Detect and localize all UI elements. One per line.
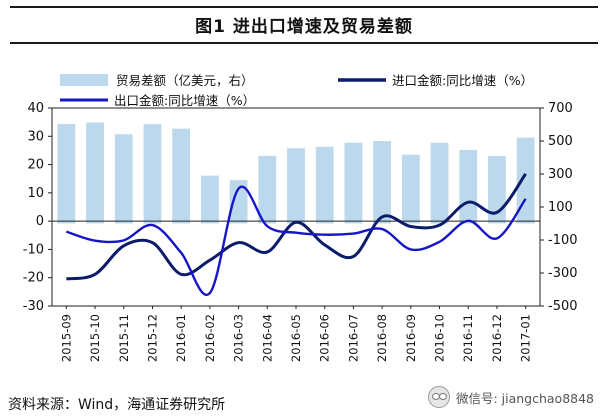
trade-balance-bar: [258, 155, 277, 224]
trade-balance-bar: [430, 142, 449, 224]
trade-balance-bar: [459, 149, 478, 224]
export-growth-line: [65, 185, 527, 297]
trade-balance-bar: [172, 128, 191, 224]
x-axis-tick-label: 2016-05: [289, 314, 303, 362]
trade-balance-bar: [287, 148, 305, 224]
trade-balance-bar: [143, 124, 162, 224]
trade-balance-bar: [344, 142, 363, 224]
wechat-icon: [427, 386, 450, 408]
x-axis-tick-label: 2015-12: [145, 314, 159, 362]
trade-balance-bar: [114, 134, 133, 224]
x-axis-tick-label: 2015-09: [59, 314, 73, 362]
x-axis-tick-label: 2015-10: [88, 314, 102, 362]
trade-balance-bar: [315, 146, 334, 224]
source-note: 资料来源：Wind，海通证券研究所: [8, 397, 226, 413]
legend-label-trade-balance: 贸易差额（亿美元，右）: [116, 73, 254, 88]
x-axis-tick-label: 2016-08: [375, 314, 389, 362]
x-axis-tick-label: 2017-01: [519, 314, 533, 362]
right-axis-tick-label: 500: [548, 134, 573, 149]
right-axis-tick-label: -300: [548, 266, 578, 281]
left-axis-tick-label: 0: [36, 214, 44, 229]
x-axis-tick-label: 2016-11: [461, 314, 475, 362]
left-axis-tick-label: 20: [27, 158, 44, 173]
left-axis-tick-label: -20: [23, 271, 44, 286]
right-axis-tick-label: -500: [548, 299, 578, 314]
trade-balance-bar: [401, 154, 420, 224]
x-axis-tick-label: 2016-01: [174, 314, 188, 362]
watermark: 微信号: jiangchao8848: [427, 386, 594, 408]
legend-swatch-trade-balance: [60, 74, 108, 86]
import-growth-line: [66, 173, 527, 281]
trade-balance-bar: [200, 175, 219, 224]
right-axis-tick-label: 700: [548, 101, 573, 116]
left-axis-tick-label: -30: [23, 299, 44, 314]
x-axis-tick-label: 2015-11: [117, 314, 131, 362]
chart-svg: 403020100-10-20-30700500300100-100-300-5…: [23, 73, 578, 362]
trade-balance-bar: [516, 137, 535, 224]
x-axis-tick-label: 2016-10: [433, 314, 447, 362]
trade-balance-bar: [57, 124, 76, 224]
legend-label-export: 出口金额:同比增速（%）: [114, 93, 255, 108]
chart-title: 图1 进出口增速及贸易差额: [195, 17, 413, 37]
title-bottom-rule: [10, 42, 598, 44]
title-top-rule: [10, 6, 598, 8]
left-axis-tick-label: 30: [27, 129, 44, 144]
x-axis-tick-label: 2016-04: [260, 314, 274, 362]
trade-balance-bar: [373, 141, 392, 224]
x-axis-tick-label: 2016-06: [318, 314, 332, 362]
trade-balance-bar: [488, 156, 506, 224]
left-axis-tick-label: 40: [27, 101, 44, 116]
x-axis-tick-label: 2016-07: [346, 314, 360, 362]
watermark-text: 微信号: jiangchao8848: [455, 390, 594, 406]
right-axis-tick-label: 100: [548, 200, 573, 215]
legend-label-import: 进口金额:同比增速（%）: [392, 73, 533, 88]
left-axis-tick-label: 10: [27, 186, 44, 201]
x-axis-tick-label: 2016-02: [203, 314, 217, 362]
trade-balance-bar: [229, 180, 248, 224]
right-axis-tick-label: -100: [548, 233, 578, 248]
trade-balance-bar: [86, 122, 104, 224]
x-axis-tick-label: 2016-03: [232, 314, 246, 362]
x-axis-tick-label: 2016-12: [490, 314, 504, 362]
right-axis-tick-label: 300: [548, 167, 573, 182]
left-axis-tick-label: -10: [23, 242, 44, 257]
x-axis-tick-label: 2016-09: [404, 314, 418, 362]
